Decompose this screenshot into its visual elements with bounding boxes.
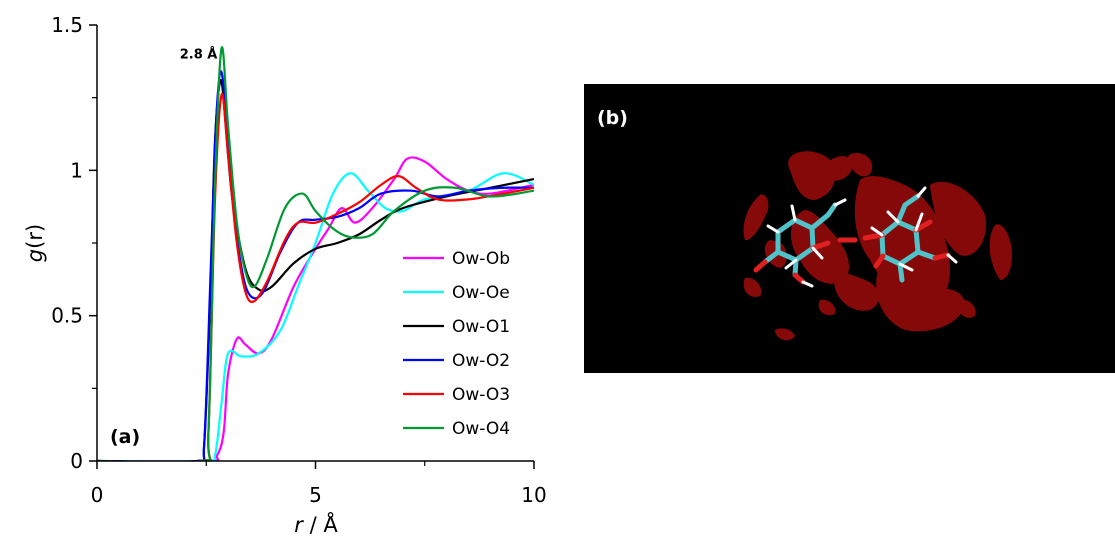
legend-label-ow-o2: Ow-O2 [452, 351, 510, 371]
x-axis-label: r / Å [294, 511, 338, 537]
x-axis-label-rest: / Å [303, 511, 338, 537]
y-tick-label: 1.5 [51, 13, 83, 37]
legend-label-ow-o3: Ow-O3 [452, 385, 510, 405]
legend: Ow-Ob Ow-Oe Ow-O1 Ow-O2 Ow-O3 Ow-O4 [403, 249, 510, 439]
legend-label-ow-ob: Ow-Ob [452, 249, 510, 269]
series-line-ow-o4 [97, 46, 534, 461]
series-line-ow-oe [97, 172, 534, 461]
isosurface-panel-background [584, 84, 1115, 373]
x-axis-label-italic: r [294, 513, 304, 537]
legend-label-ow-oe: Ow-Oe [452, 283, 510, 303]
y-tick-label: 1 [70, 158, 83, 182]
x-tick-label: 10 [521, 483, 546, 507]
panel-label-b: (b) [597, 107, 628, 129]
y-tick-label: 0.5 [51, 304, 83, 328]
series-line-ow-o1 [97, 79, 534, 461]
legend-label-ow-o1: Ow-O1 [452, 317, 510, 337]
axes-layer: 0 5 10 0 0.5 1 1.5 [51, 13, 547, 507]
series-line-ow-ob [97, 156, 534, 461]
y-tick-label: 0 [70, 449, 83, 473]
series-layer [97, 46, 534, 461]
panel-label-a: (a) [110, 426, 140, 448]
isosurface-panel: (b) [584, 84, 1115, 373]
series-line-ow-o3 [97, 93, 534, 461]
y-axis-label: g(r) [23, 224, 47, 262]
y-axis-label-rest: (r) [23, 224, 47, 249]
legend-label-ow-o4: Ow-O4 [452, 419, 510, 439]
peak-annotation: 2.8 Å [180, 46, 218, 62]
molecule-model [753, 186, 958, 288]
x-tick-label: 0 [91, 483, 104, 507]
y-axis-label-italic: g [23, 249, 47, 262]
x-tick-label: 5 [309, 483, 322, 507]
